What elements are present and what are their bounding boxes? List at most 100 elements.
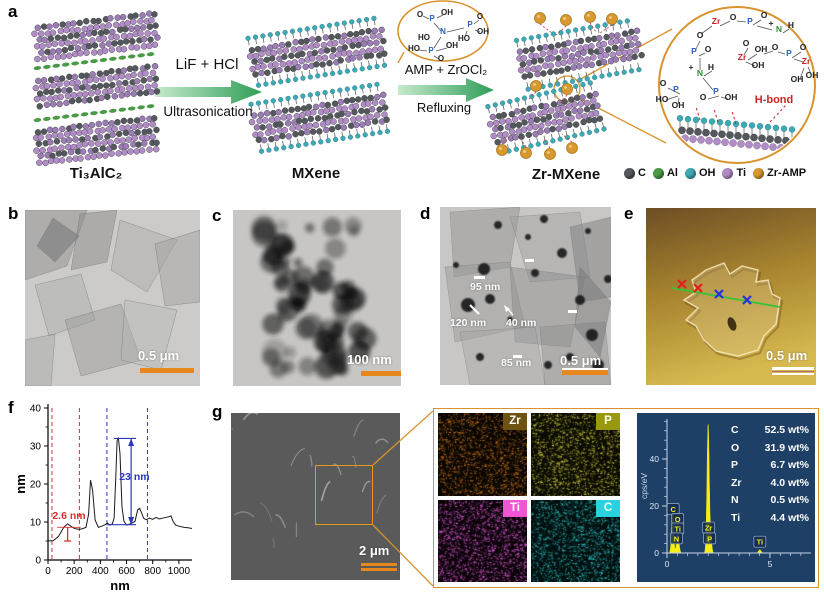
svg-text:400: 400 — [92, 566, 109, 577]
svg-text:2.6 nm: 2.6 nm — [52, 510, 85, 522]
scale-label-g: 2 μm — [359, 543, 390, 558]
eds-map-zr-label: Zr — [503, 413, 527, 430]
legend-item-al: Al — [652, 167, 678, 179]
svg-text:0: 0 — [35, 556, 41, 567]
svg-text:P: P — [428, 46, 434, 55]
svg-text:P: P — [691, 46, 697, 56]
svg-text:P: P — [713, 86, 719, 96]
scale-bar-g-top — [361, 563, 397, 566]
sem-zoom-box — [315, 465, 373, 525]
comp-row-ti: Ti 4.4 wt% — [731, 511, 809, 524]
svg-text:HO: HO — [656, 94, 669, 104]
svg-text:20: 20 — [650, 501, 660, 511]
scale-label-d: 0.5 μm — [560, 353, 602, 368]
svg-text:nm: nm — [16, 474, 28, 494]
legend-item-ti: Ti — [722, 167, 746, 179]
svg-text:5: 5 — [768, 559, 773, 569]
svg-text:O: O — [438, 54, 444, 63]
svg-text:OH: OH — [446, 41, 458, 50]
measure-dash-top — [525, 259, 534, 262]
eds-map-p-label: P — [596, 413, 620, 430]
atom-legend: C Al OH Ti Zr-AMP — [624, 167, 806, 179]
scale-bar-e-bottom — [772, 372, 814, 375]
amp-molecule-circle — [397, 0, 489, 62]
measure-dash-right — [568, 310, 577, 313]
eds-map-ti: Ti — [438, 500, 527, 582]
svg-text:P: P — [673, 84, 679, 94]
panel-label-f: f — [8, 398, 14, 417]
svg-text:O: O — [761, 10, 768, 20]
svg-text:P: P — [467, 20, 473, 29]
svg-text:HO: HO — [408, 44, 420, 53]
scale-bar-b — [140, 368, 194, 373]
comp-row-o: O 31.9 wt% — [731, 441, 809, 454]
tem-image-zrmxene: 95 nm 120 nm 40 nm 85 nm 0.5 μm — [440, 207, 611, 385]
scale-label-b: 0.5 μm — [138, 348, 180, 363]
scale-bar-d-white — [562, 368, 608, 370]
scale-label-c: 100 nm — [347, 352, 392, 367]
svg-text:O: O — [660, 78, 667, 88]
svg-text:nm: nm — [110, 578, 130, 593]
step1-condition: Ultrasonication — [163, 104, 253, 119]
svg-text:OH: OH — [672, 100, 685, 110]
scale-bar-g-bottom — [361, 568, 397, 571]
eds-map-ti-label: Ti — [503, 500, 527, 517]
legend-item-oh: OH — [684, 167, 715, 179]
oh-atom-icon — [684, 167, 696, 179]
svg-text:Zr: Zr — [712, 16, 721, 26]
comp-row-n: N 0.5 wt% — [731, 494, 809, 507]
svg-text:O: O — [417, 10, 423, 19]
svg-text:1000: 1000 — [168, 566, 191, 577]
measure-dash-95 — [474, 276, 485, 279]
svg-text:Ti: Ti — [757, 538, 764, 547]
svg-text:H: H — [708, 62, 714, 72]
eds-spectrum-panel: 0 20 40 0 5 cps/eV C O Ti N Zr P Ti C 52.5 wt% O 31.9 … — [637, 413, 815, 582]
afm-flake — [682, 262, 781, 357]
svg-text:30: 30 — [30, 442, 42, 453]
scale-bar-c — [361, 371, 401, 376]
panel-label-e: e — [624, 204, 634, 223]
panel-label-a: a — [8, 2, 18, 21]
legend-item-zramp: Zr-AMP — [753, 167, 806, 179]
svg-text:O: O — [675, 515, 681, 524]
svg-text:O: O — [743, 38, 750, 48]
svg-text:cps/eV: cps/eV — [639, 473, 649, 499]
hbond-label: H-bond — [754, 94, 794, 106]
annotation-85nm: 85 nm — [501, 357, 532, 369]
svg-text:200: 200 — [66, 566, 83, 577]
svg-text:10: 10 — [30, 518, 42, 529]
tem-image-mxene-flakes: 0.5 μm — [25, 210, 200, 386]
reaction-arrow-1 — [155, 80, 262, 104]
svg-text:O: O — [697, 30, 704, 40]
scale-label-e: 0.5 μm — [766, 348, 808, 363]
afm-drawing — [646, 208, 816, 385]
svg-text:OH: OH — [477, 27, 489, 36]
afm-image: 0.5 μm — [646, 208, 816, 385]
panel-label-c: c — [212, 206, 222, 225]
measure-dash-85 — [513, 355, 522, 358]
legend-item-c: C — [624, 167, 646, 179]
al-atom-icon — [652, 167, 664, 179]
svg-text:+: + — [689, 62, 694, 72]
svg-text:OH: OH — [752, 60, 765, 70]
svg-text:N: N — [776, 24, 782, 34]
svg-text:N: N — [440, 27, 446, 36]
structure-name-ti3alc2: Ti₃AlC₂ — [69, 165, 123, 182]
panel-label-d: d — [420, 204, 431, 223]
svg-text:23 nm: 23 nm — [119, 471, 149, 483]
c-atom-icon — [624, 167, 635, 179]
scale-bar-e-mid — [772, 370, 814, 372]
eds-map-zr: Zr — [438, 413, 527, 496]
svg-text:O: O — [800, 42, 807, 52]
panel-label-b: b — [8, 204, 19, 223]
step1-reagents: LiF + HCl — [175, 56, 239, 73]
svg-text:+: + — [769, 18, 774, 28]
comp-row-p: P 6.7 wt% — [731, 459, 809, 472]
eds-map-c: C — [531, 500, 620, 582]
svg-text:O: O — [705, 44, 712, 54]
svg-text:0: 0 — [45, 566, 51, 577]
svg-text:H: H — [788, 20, 794, 30]
svg-text:Ti: Ti — [674, 525, 681, 534]
